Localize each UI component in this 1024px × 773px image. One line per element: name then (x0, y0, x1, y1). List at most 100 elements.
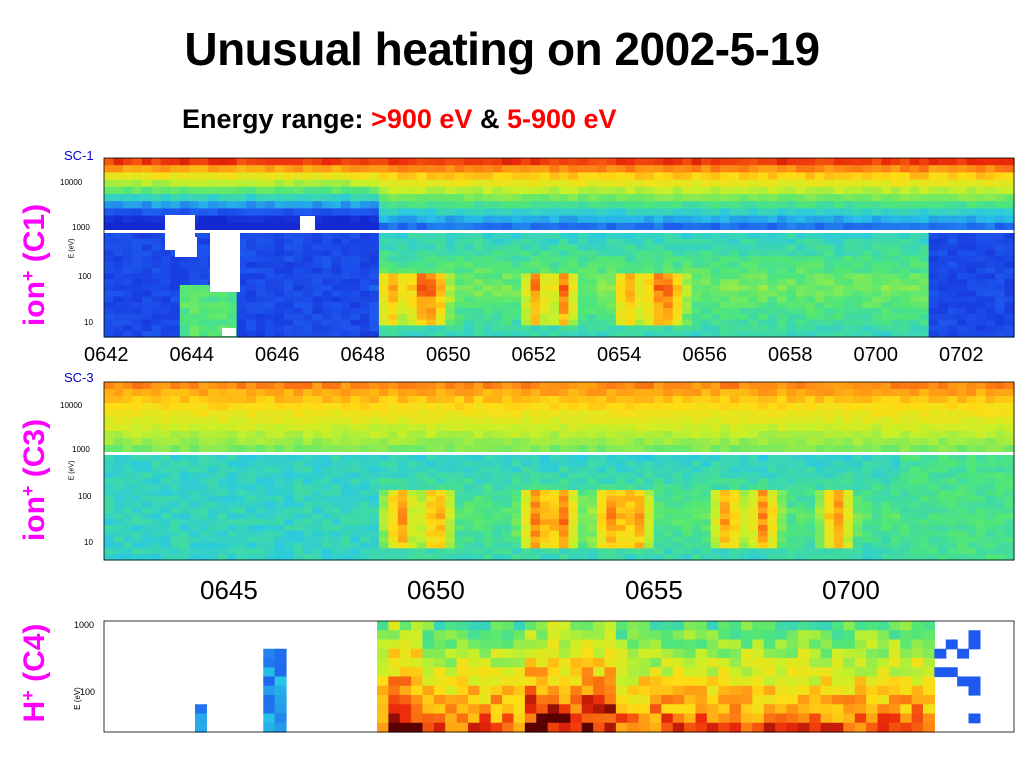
lower-cell (141, 244, 152, 251)
upper-cell (340, 417, 352, 425)
upper-cell (843, 438, 854, 446)
lower-cell (189, 261, 200, 269)
upper-cell (217, 201, 228, 209)
upper-cell (113, 172, 124, 181)
upper-cell (777, 222, 788, 231)
lower-cell (217, 495, 228, 503)
lower-cell (871, 285, 882, 292)
lower-cell (492, 519, 503, 526)
lower-cell (682, 536, 693, 544)
upper-cell (767, 438, 778, 446)
upper-cell (909, 194, 920, 202)
lower-cell (833, 484, 844, 491)
lower-cell (786, 313, 797, 321)
upper-cell (255, 403, 266, 411)
lower-cell (435, 478, 446, 485)
lower-cell (795, 478, 807, 485)
lower-cell (445, 290, 456, 298)
upper-cell (1004, 215, 1015, 224)
upper-cell (795, 208, 807, 217)
lower-cell (805, 548, 816, 555)
upper-cell (179, 201, 190, 209)
lower-cell (284, 290, 295, 298)
upper-cell (331, 424, 342, 432)
lower-cell (729, 484, 740, 491)
lower-cell (265, 285, 276, 292)
upper-cell (843, 424, 854, 432)
lower-cell (795, 501, 807, 509)
upper-cell (559, 172, 570, 181)
upper-cell (691, 424, 702, 432)
lower-cell (236, 273, 247, 280)
lower-cell (577, 548, 589, 555)
upper-cell (416, 158, 427, 166)
lower-cell (502, 472, 513, 479)
lower-cell (843, 548, 854, 555)
lower-cell (852, 466, 863, 474)
upper-cell (758, 438, 769, 446)
upper-cell (625, 215, 636, 224)
lower-cell (814, 290, 826, 298)
upper-cell (312, 403, 323, 411)
lower-cell (198, 296, 209, 303)
lower-cell (947, 244, 958, 251)
lower-cell (824, 548, 835, 555)
lower-cell (805, 478, 816, 485)
lower-cell (549, 244, 560, 251)
upper-cell (985, 208, 996, 217)
lower-cell (672, 542, 683, 549)
upper-cell (957, 172, 968, 181)
lower-cell (217, 302, 228, 309)
lower-cell (729, 273, 740, 280)
lower-cell (720, 455, 731, 462)
lower-cell (340, 530, 352, 538)
upper-cell (179, 403, 190, 411)
lower-cell (587, 285, 598, 292)
lower-cell (284, 542, 295, 549)
upper-cell (416, 172, 427, 181)
lower-cell (189, 484, 200, 491)
lower-cell (748, 267, 759, 275)
lower-cell (786, 279, 797, 286)
lower-cell (568, 256, 579, 263)
upper-cell (227, 208, 238, 217)
lower-cell (615, 313, 626, 321)
lower-cell (634, 507, 645, 514)
lower-cell (454, 548, 465, 555)
lower-cell (881, 261, 892, 269)
upper-cell (710, 431, 721, 439)
lower-cell (947, 331, 958, 338)
lower-cell (303, 238, 314, 246)
lower-cell (397, 308, 408, 315)
lower-cell (634, 525, 645, 532)
upper-cell (265, 208, 276, 217)
upper-cell (104, 222, 115, 231)
lower-cell (795, 250, 807, 257)
upper-cell (587, 417, 598, 425)
upper-cell (388, 445, 399, 453)
lower-cell (758, 478, 769, 485)
upper-cell (985, 194, 996, 202)
lower-cell (777, 290, 788, 298)
upper-cell (274, 389, 285, 397)
upper-cell (388, 172, 399, 181)
upper-cell (530, 215, 541, 224)
lower-cell (701, 554, 712, 561)
lower-cell (843, 290, 854, 298)
upper-cell (710, 403, 721, 411)
upper-cell (483, 222, 494, 231)
upper-cell (852, 179, 863, 188)
lower-cell (246, 256, 257, 263)
lower-cell (189, 501, 200, 509)
lower-cell (284, 273, 295, 280)
upper-cell (1004, 165, 1015, 173)
lower-cell (236, 296, 247, 303)
lower-cell (236, 319, 247, 327)
lower-cell (909, 267, 920, 275)
lower-cell (758, 325, 769, 332)
lower-cell (312, 296, 323, 303)
upper-cell (521, 438, 532, 446)
lower-cell (786, 325, 797, 332)
lower-cell (426, 513, 437, 520)
lower-cell (634, 296, 645, 303)
